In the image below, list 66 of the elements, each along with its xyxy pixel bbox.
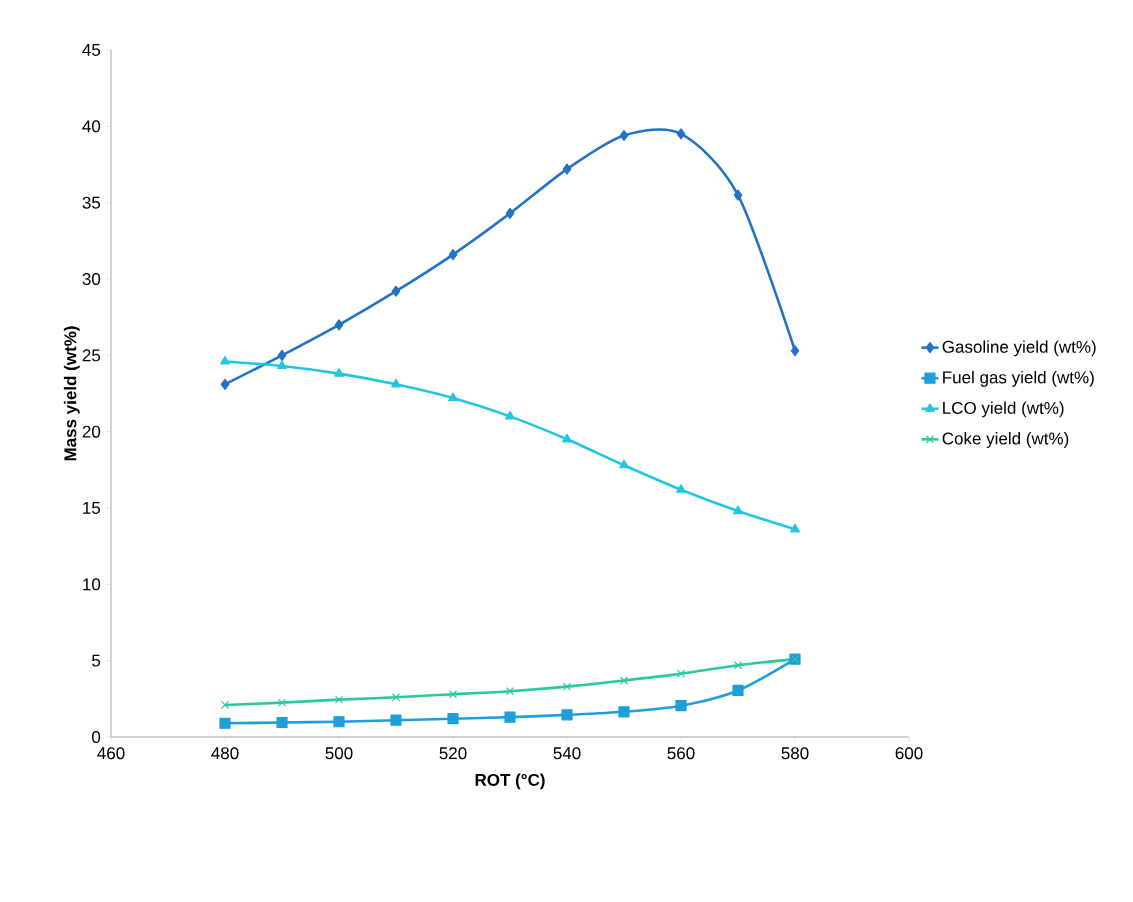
legend-label: Gasoline yield (wt%) xyxy=(942,340,1096,357)
point xyxy=(220,700,230,710)
point xyxy=(562,682,572,691)
point xyxy=(675,700,687,712)
point xyxy=(676,484,686,493)
y-tick-label: 45 xyxy=(82,44,101,56)
point xyxy=(219,717,231,729)
y-tick-label: 15 xyxy=(83,502,101,514)
x-tick-label: 520 xyxy=(439,747,467,760)
point xyxy=(619,459,629,469)
y-tick-label: 0 xyxy=(92,730,101,744)
x-tick-label: 600 xyxy=(895,747,923,760)
point xyxy=(448,690,458,699)
point xyxy=(733,189,743,201)
y-tick-label: 25 xyxy=(82,349,101,362)
x-tick-label: 540 xyxy=(553,747,581,760)
x-axis-title: ROT (°C) xyxy=(475,773,545,790)
y-tick-label: 10 xyxy=(83,578,101,591)
x-tick-label: 500 xyxy=(325,747,353,760)
point xyxy=(676,128,686,140)
x-tick-label: 460 xyxy=(97,747,125,760)
point xyxy=(277,698,287,707)
point xyxy=(334,368,344,377)
point xyxy=(391,285,401,297)
point xyxy=(276,716,288,729)
point xyxy=(448,392,458,402)
point xyxy=(505,687,515,696)
point xyxy=(732,684,744,697)
y-tick-label: 5 xyxy=(92,654,101,667)
y-tick-label: 35 xyxy=(82,196,101,209)
x-tick-label: 560 xyxy=(667,747,695,760)
y-axis-title: Mass yield (wt%) xyxy=(63,326,80,461)
point xyxy=(505,207,515,219)
legend-label: Fuel gas yield (wt%) xyxy=(943,370,1094,387)
point xyxy=(391,378,401,388)
legend-label: LCO yield (wt%) xyxy=(943,401,1064,418)
point xyxy=(676,669,686,678)
point xyxy=(562,163,572,175)
point xyxy=(391,693,401,702)
point xyxy=(448,248,458,261)
point xyxy=(561,709,573,721)
point xyxy=(220,355,230,365)
point xyxy=(619,129,629,142)
point xyxy=(562,433,572,443)
point xyxy=(220,378,230,390)
point xyxy=(505,410,515,420)
point xyxy=(334,319,344,331)
point xyxy=(619,676,629,685)
point xyxy=(390,714,402,726)
legend-label: Coke yield (wt%) xyxy=(942,432,1069,448)
point xyxy=(277,360,287,370)
y-tick-label: 40 xyxy=(82,120,101,133)
point xyxy=(334,695,344,704)
point xyxy=(733,661,743,670)
point xyxy=(733,505,743,515)
point xyxy=(447,713,459,725)
point xyxy=(333,716,345,728)
point xyxy=(790,523,800,533)
point xyxy=(790,345,800,357)
x-tick-label: 580 xyxy=(781,747,809,760)
point xyxy=(504,711,516,723)
y-tick-label: 30 xyxy=(82,272,101,286)
point xyxy=(618,706,630,718)
x-tick-label: 480 xyxy=(211,747,239,760)
point xyxy=(277,349,287,361)
y-tick-label: 20 xyxy=(82,425,101,438)
